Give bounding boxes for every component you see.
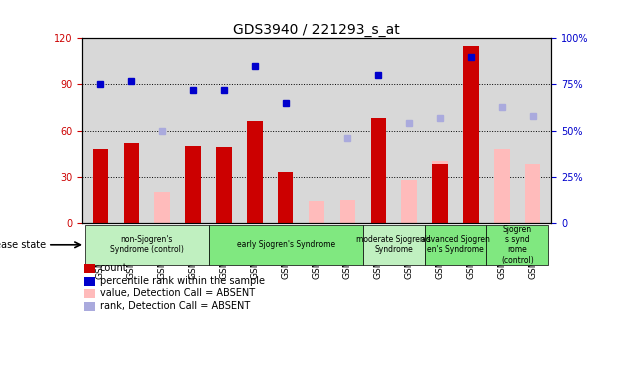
Bar (486, 225, 548, 265)
Bar (93, 149, 108, 223)
Text: rank, Detection Call = ABSENT: rank, Detection Call = ABSENT (100, 301, 250, 311)
Bar (278, 174, 294, 223)
Bar (209, 225, 363, 265)
Bar (185, 146, 201, 223)
Bar (84, 277, 94, 286)
Bar (425, 225, 486, 265)
Bar (370, 118, 386, 223)
Text: moderate Sjogren's
Syndrome: moderate Sjogren's Syndrome (357, 235, 431, 255)
Bar (494, 149, 510, 223)
Text: value, Detection Call = ABSENT: value, Detection Call = ABSENT (100, 288, 255, 298)
Bar (401, 180, 417, 223)
Bar (84, 302, 94, 311)
Bar (84, 290, 94, 298)
Bar (85, 225, 209, 265)
Bar (340, 200, 355, 223)
Bar (247, 121, 263, 223)
Bar (278, 172, 294, 223)
Bar (463, 46, 479, 223)
Text: advanced Sjogren
en's Syndrome: advanced Sjogren en's Syndrome (421, 235, 490, 255)
Text: percentile rank within the sample: percentile rank within the sample (100, 276, 265, 286)
Bar (216, 147, 232, 223)
Bar (525, 164, 541, 223)
Bar (123, 143, 139, 223)
Text: disease state: disease state (0, 240, 47, 250)
Bar (154, 192, 170, 223)
Bar (363, 225, 425, 265)
Bar (309, 201, 324, 223)
Text: early Sjogren's Syndrome: early Sjogren's Syndrome (237, 240, 335, 249)
Bar (432, 164, 448, 223)
Bar (84, 264, 94, 273)
Bar (432, 161, 448, 223)
Text: Sjogren
s synd
rome
(control): Sjogren s synd rome (control) (501, 225, 534, 265)
Title: GDS3940 / 221293_s_at: GDS3940 / 221293_s_at (233, 23, 400, 37)
Text: non-Sjogren's
Syndrome (control): non-Sjogren's Syndrome (control) (110, 235, 184, 255)
Text: count: count (100, 263, 127, 273)
